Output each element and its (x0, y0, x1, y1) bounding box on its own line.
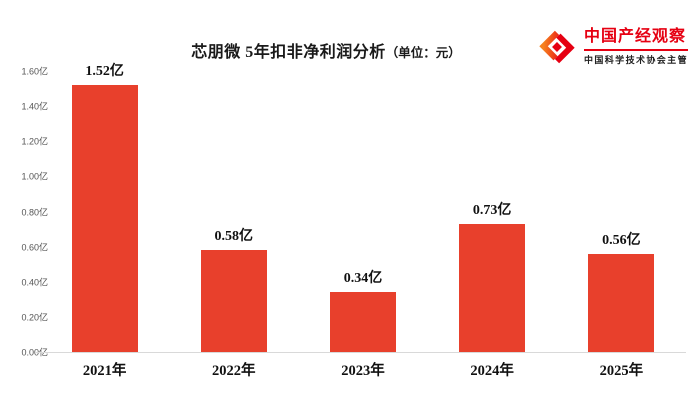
bar-group: 0.73亿 2024年 (428, 71, 557, 379)
publisher-name: 中国产经观察 (583, 28, 686, 46)
bar-2023年 (329, 292, 396, 352)
publisher-logo: 中国产经观察 中国科学技术协会主管 (534, 28, 688, 66)
chart-title: 芯朋微 5年扣非净利润分析（单位：元） (0, 38, 652, 62)
y-axis-tick-label: 0.60亿 (21, 242, 48, 253)
bar-2022年 (200, 250, 267, 352)
y-axis-tick-label: 1.00亿 (21, 171, 48, 182)
bar-value-label: 0.34亿 (343, 271, 383, 287)
bar-value-label: 0.58亿 (214, 229, 254, 245)
x-axis-label: 2021年 (82, 363, 127, 379)
bar-group: 0.58亿 2022年 (169, 71, 298, 379)
x-axis-label: 2024年 (470, 363, 514, 379)
y-axis-tick-label: 0.80亿 (21, 207, 48, 217)
bar-value-label: 1.52亿 (85, 64, 124, 80)
chart-title-text: 芯朋微 5年扣非净利润分析 (191, 44, 386, 61)
y-axis-tick-label: 1.40亿 (21, 101, 48, 112)
y-axis-tick-label: 1.60亿 (21, 66, 48, 77)
x-axis-label: 2023年 (341, 363, 385, 379)
y-axis-tick-label: 0.00亿 (21, 347, 48, 358)
publisher-subtitle: 中国科学技术协会主管 (583, 54, 688, 65)
y-axis: 0.00亿 0.20亿 0.40亿 0.60亿 0.80亿 1.00亿 1.20亿 1.40亿… (0, 67, 48, 358)
chart-title-unit: （单位：元） (385, 46, 461, 60)
x-axis-line (36, 352, 686, 353)
logo-divider (583, 48, 688, 51)
publisher-logo-text: 中国产经观察 中国科学技术协会主管 (583, 28, 688, 65)
y-axis-tick-label: 1.20亿 (21, 136, 48, 147)
x-axis-label: 2022年 (212, 363, 256, 379)
bar-2024年 (459, 223, 526, 352)
bar-group: 1.52亿 2021年 (40, 64, 169, 379)
bar-2021年 (71, 85, 138, 352)
interlocked-diamond-icon (534, 28, 580, 66)
bar-group: 0.56亿 2025年 (557, 71, 686, 379)
x-axis-label: 2025年 (599, 363, 644, 379)
bar-group: 0.34亿 2023年 (298, 71, 427, 379)
bar-value-label: 0.73亿 (472, 202, 512, 218)
plot-area: 1.52亿 2021年 0.58亿 2022年 0.34亿 2023年 0.73亿 2024年… (40, 64, 686, 379)
bar-2025年 (588, 253, 655, 352)
bar-value-label: 0.56亿 (602, 232, 641, 248)
y-axis-tick-label: 0.20亿 (21, 312, 48, 323)
y-axis-tick-label: 0.40亿 (21, 277, 48, 288)
